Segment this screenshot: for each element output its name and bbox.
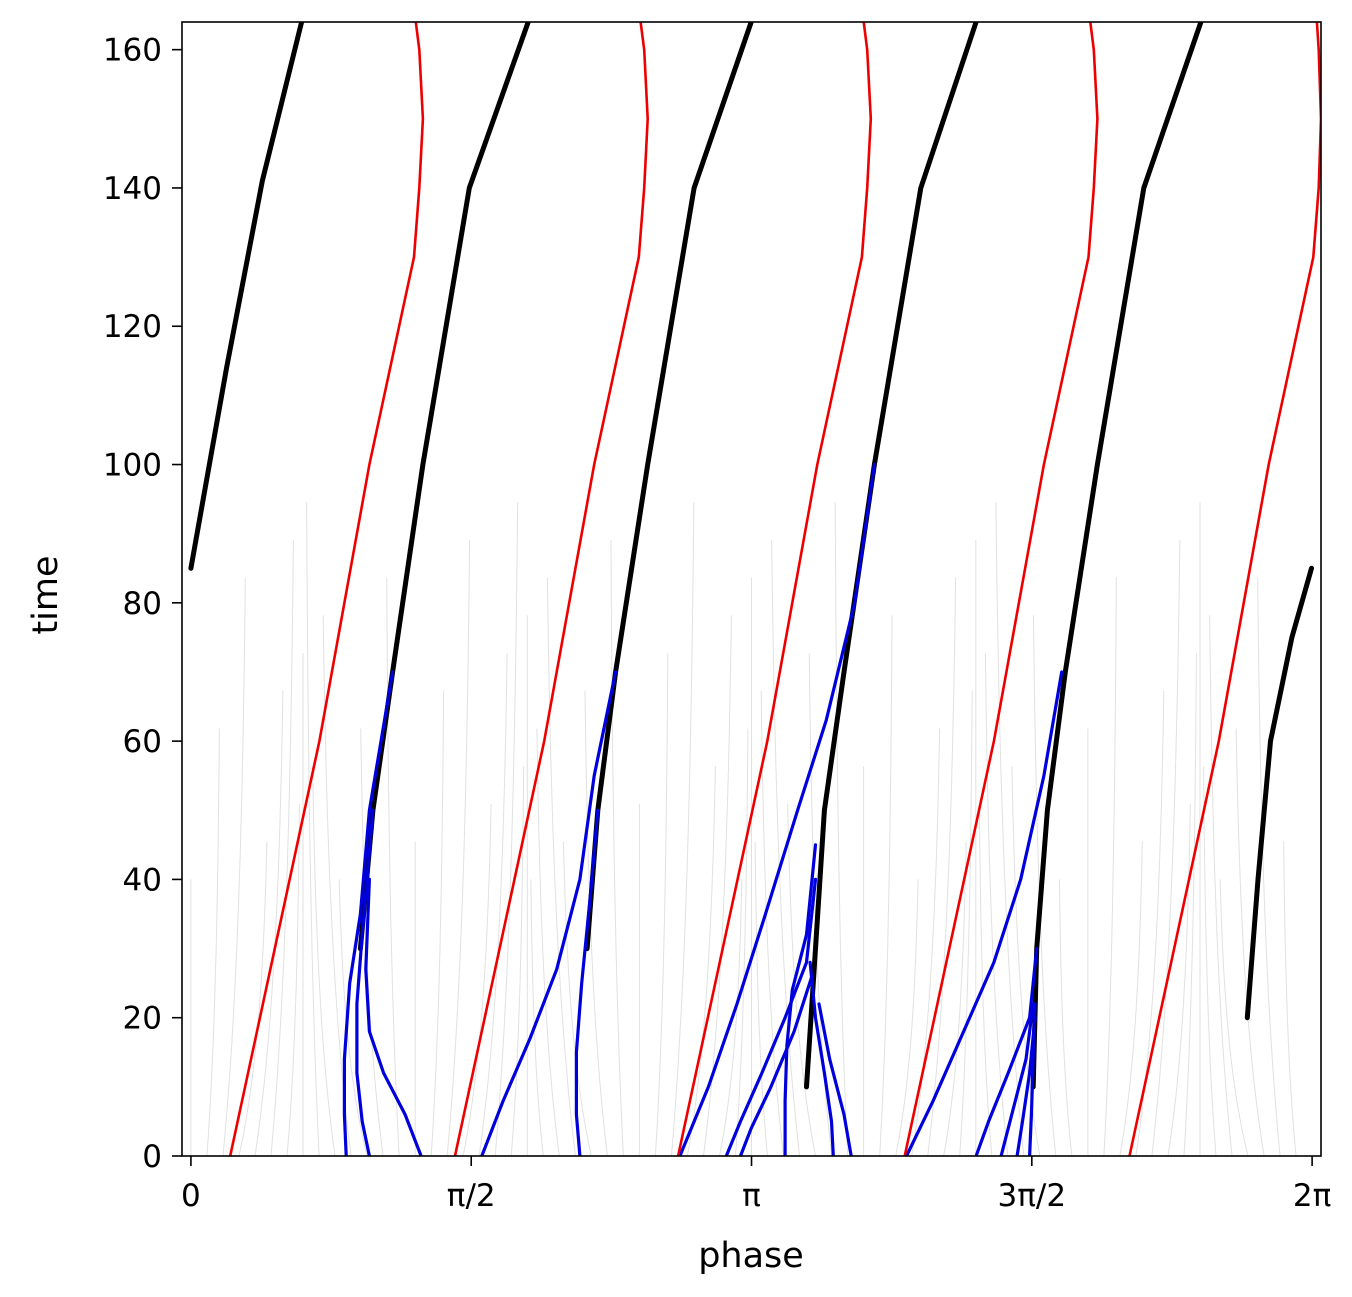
x-tick-label: 2π	[1293, 1178, 1331, 1214]
background-trajectory	[562, 841, 592, 1156]
y-tick-label: 40	[123, 862, 162, 898]
series-blue-line-26	[1028, 1002, 1037, 1156]
series-blue-line-11	[342, 670, 395, 1156]
background-trajectory	[1209, 615, 1233, 1156]
background-trajectory	[995, 502, 1025, 1156]
y-tick-label: 20	[123, 1001, 162, 1037]
background-trajectory	[670, 502, 695, 1156]
series-layer	[188, 22, 1321, 1156]
y-tick-label: 60	[123, 724, 162, 760]
background-trajectory	[1011, 766, 1041, 1156]
series-red-line-0	[228, 22, 425, 1156]
background-trajectory	[446, 539, 471, 1156]
background-trajectory	[1151, 539, 1181, 1156]
background-trajectory	[984, 653, 1009, 1156]
y-tick-label: 120	[103, 309, 162, 345]
series-blue-line-13	[364, 877, 423, 1156]
series-black-line-8	[804, 22, 979, 1090]
background-trajectory	[510, 766, 525, 1156]
background-trajectory	[312, 766, 336, 1156]
series-blue-line-21	[817, 1002, 853, 1156]
background-trajectory	[834, 502, 849, 1156]
background-trajectory	[686, 766, 716, 1156]
series-blue-line-14	[480, 670, 618, 1156]
background-trajectory	[1119, 841, 1143, 1156]
background-trajectory	[1235, 728, 1265, 1156]
background-trajectory	[494, 502, 519, 1156]
series-blue-line-15	[574, 808, 600, 1156]
background-trajectory	[430, 690, 445, 1156]
series-red-line-4	[1128, 22, 1321, 1156]
background-trajectory	[895, 879, 919, 1156]
background-trajectory	[462, 803, 492, 1156]
series-blue-line-18	[738, 974, 814, 1156]
background-trajectory	[478, 653, 508, 1156]
background-trajectory	[719, 879, 743, 1156]
series-blue-line-22	[904, 670, 1064, 1156]
y-tick-label: 140	[103, 171, 162, 207]
background-trajectory	[306, 502, 320, 1156]
background-trajectory	[879, 615, 893, 1156]
background-trajectory	[286, 803, 300, 1156]
background-trajectory	[703, 615, 732, 1156]
background-trajectory	[943, 841, 967, 1156]
y-tick-label: 0	[142, 1139, 162, 1175]
x-tick-label: π/2	[447, 1178, 496, 1214]
background-trajectory	[1167, 803, 1191, 1156]
background-trajectory	[1103, 577, 1117, 1156]
background-trajectory	[238, 841, 268, 1156]
series-blue-line-16	[678, 462, 876, 1156]
background-trajectory	[1183, 653, 1197, 1156]
background-trajectory	[735, 728, 749, 1156]
background-trajectory	[530, 879, 544, 1156]
background-trajectory	[771, 539, 801, 1156]
background-trajectory	[386, 577, 400, 1156]
x-tick-label: 0	[181, 1178, 201, 1214]
background-trajectory	[1257, 577, 1281, 1156]
series-red-line-2	[676, 22, 873, 1156]
background-trajectory	[959, 690, 973, 1156]
background-trajectory	[1283, 841, 1297, 1156]
series-blue-line-17	[724, 877, 818, 1156]
background-trajectory	[1219, 879, 1249, 1156]
y-tick-label: 80	[123, 586, 162, 622]
x-tick-label: π	[742, 1178, 761, 1214]
y-axis-ticks: 0 20 40 60 80 100 120 140 160	[103, 33, 182, 1175]
series-black-line-10	[1244, 565, 1314, 1021]
background-trajectory	[1058, 879, 1073, 1156]
background-trajectory	[1203, 766, 1217, 1156]
series-red-line-3	[903, 22, 1099, 1156]
y-tick-label: 160	[103, 33, 162, 69]
series-blue-line-23	[974, 947, 1039, 1156]
series-blue-line-19	[783, 843, 818, 1156]
background-trajectory	[546, 577, 576, 1156]
series-blue-line-24	[999, 1002, 1035, 1156]
x-axis-label: phase	[698, 1236, 804, 1276]
background-trajectory	[206, 728, 220, 1156]
background-trajectory	[222, 577, 246, 1156]
series-black-line-5	[188, 22, 305, 571]
background-trajectory	[927, 577, 957, 1156]
x-tick-label: 3π/2	[998, 1178, 1067, 1214]
background-trajectory	[978, 803, 993, 1156]
background-trajectory	[270, 539, 294, 1156]
x-axis-ticks: 0 π/2 π 3π/2 2π	[181, 1156, 1331, 1214]
background-trajectory	[254, 690, 284, 1156]
y-tick-label: 100	[103, 448, 162, 484]
background-trajectory	[1032, 615, 1057, 1156]
y-axis-label: time	[26, 555, 66, 634]
background-trajectory	[610, 539, 624, 1156]
series-blue-line-20	[808, 960, 835, 1156]
background-trajectory	[536, 728, 560, 1156]
series-blue-line-12	[355, 808, 375, 1156]
background-trajectory	[911, 728, 941, 1156]
background-trajectory	[654, 653, 669, 1156]
series-red-line-1	[453, 22, 649, 1156]
